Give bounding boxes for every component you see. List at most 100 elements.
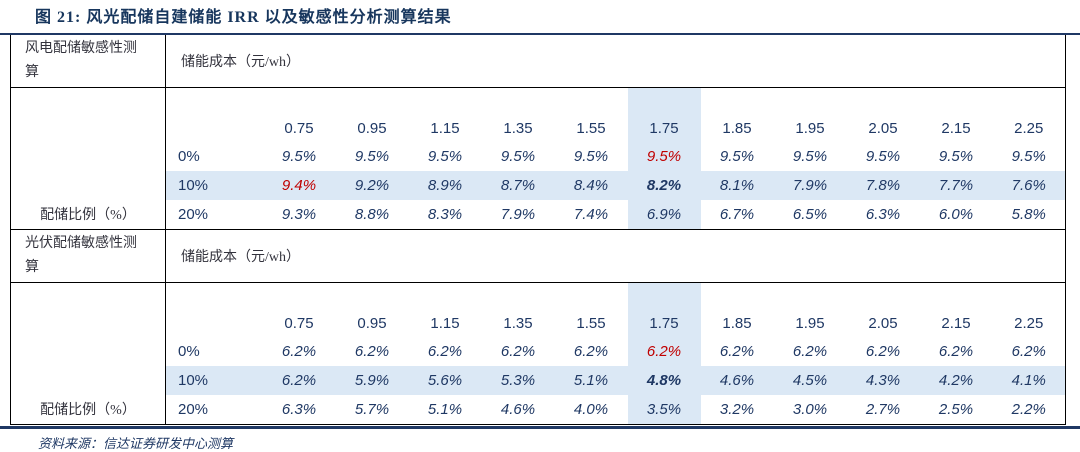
irr-value-cell: 8.7% — [481, 171, 555, 200]
cost-col-header: 0.75 — [284, 120, 314, 137]
irr-value-cell: 5.1% — [408, 395, 482, 425]
irr-value-cell: 6.2% — [354, 343, 390, 360]
irr-value-cell: 7.4% — [554, 200, 628, 230]
irr-value-cell: 2.7% — [846, 395, 920, 425]
irr-value-cell: 7.8% — [846, 171, 920, 200]
irr-value-cell: 8.4% — [554, 171, 628, 200]
irr-value-cell: 6.2% — [865, 343, 901, 360]
irr-value-cell: 5.3% — [481, 366, 555, 395]
irr-value-cell: 9.5% — [627, 142, 701, 171]
bottom-rule — [0, 426, 1080, 429]
ratio-row-label: 20% — [165, 200, 263, 230]
irr-value-cell: 7.7% — [919, 171, 993, 200]
cost-col-header: 1.15 — [430, 315, 460, 332]
cost-col-header: 1.85 — [722, 315, 752, 332]
section-label-text: 光伏配储敏感性测算 — [25, 236, 137, 275]
report-figure: 图 21: 风光配储自建储能 IRR 以及敏感性分析测算结果 风电配储敏感性测算… — [0, 5, 1080, 452]
irr-value-cell: 2.2% — [992, 395, 1066, 425]
irr-value-cell: 5.8% — [992, 200, 1066, 230]
irr-value-cell: 4.3% — [846, 366, 920, 395]
section-label-text: 风电配储敏感性测算 — [25, 41, 137, 80]
irr-value-cell: 8.9% — [408, 171, 482, 200]
irr-value-cell: 6.2% — [500, 343, 536, 360]
irr-value-cell: 8.8% — [335, 200, 409, 230]
irr-value-cell: 7.9% — [481, 200, 555, 230]
irr-value-cell: 9.2% — [335, 171, 409, 200]
irr-value-cell: 6.3% — [846, 200, 920, 230]
irr-value-cell: 9.3% — [262, 200, 336, 230]
irr-value-cell: 9.5% — [427, 148, 463, 165]
irr-value-cell: 4.1% — [992, 366, 1066, 395]
colhdr-spacer — [166, 283, 263, 338]
irr-value-cell: 6.9% — [627, 200, 701, 230]
irr-value-cell: 6.2% — [719, 343, 755, 360]
irr-value-cell: 6.2% — [262, 366, 336, 395]
irr-value-cell: 9.5% — [865, 148, 901, 165]
irr-value-cell: 8.2% — [627, 171, 701, 200]
ratio-row-label: 0% — [178, 148, 200, 165]
top-rule — [0, 33, 1080, 35]
section-label: 风电配储敏感性测算 — [10, 35, 166, 88]
cost-col-header: 1.75 — [627, 282, 701, 337]
cost-col-header: 1.55 — [576, 120, 606, 137]
ratio-row-label: 0% — [178, 343, 200, 360]
ratio-row-label: 10% — [165, 171, 263, 200]
cost-col-header: 0.95 — [357, 315, 387, 332]
irr-value-cell: 8.3% — [408, 200, 482, 230]
ratio-axis-label: 配储比例（%） — [10, 87, 166, 230]
irr-value-cell: 5.6% — [408, 366, 482, 395]
ratio-axis-label: 配储比例（%） — [10, 282, 166, 425]
irr-value-cell: 6.3% — [262, 395, 336, 425]
irr-value-cell: 3.0% — [773, 395, 847, 425]
cost-header: 储能成本（元/wh） — [165, 229, 1066, 283]
ratio-row-label: 10% — [165, 366, 263, 395]
cost-header: 储能成本（元/wh） — [165, 35, 1066, 88]
irr-value-cell: 3.2% — [700, 395, 774, 425]
irr-value-cell: 4.6% — [481, 395, 555, 425]
irr-value-cell: 5.1% — [554, 366, 628, 395]
irr-value-cell: 9.5% — [792, 148, 828, 165]
cost-col-header: 2.25 — [1014, 315, 1044, 332]
cost-col-header: 1.95 — [795, 120, 825, 137]
cost-col-header: 1.35 — [503, 120, 533, 137]
irr-value-cell: 9.5% — [500, 148, 536, 165]
cost-col-header: 0.95 — [357, 120, 387, 137]
irr-value-cell: 2.5% — [919, 395, 993, 425]
irr-value-cell: 6.2% — [627, 337, 701, 366]
cost-col-header: 1.75 — [627, 87, 701, 142]
irr-value-cell: 9.5% — [354, 148, 390, 165]
cost-col-header: 0.75 — [284, 315, 314, 332]
cost-col-header: 2.25 — [1014, 120, 1044, 137]
cost-col-header: 2.15 — [941, 315, 971, 332]
irr-value-cell: 6.5% — [773, 200, 847, 230]
cost-col-header: 1.55 — [576, 315, 606, 332]
irr-value-cell: 9.4% — [262, 171, 336, 200]
irr-value-cell: 6.7% — [700, 200, 774, 230]
irr-sensitivity-table: 风电配储敏感性测算 储能成本（元/wh） 配储比例（%） 0.75 0.95 1.15 1.… — [10, 35, 1066, 425]
irr-value-cell: 9.5% — [719, 148, 755, 165]
irr-value-cell: 9.5% — [281, 148, 317, 165]
irr-value-cell: 9.5% — [938, 148, 974, 165]
irr-value-cell: 3.5% — [627, 395, 701, 425]
irr-value-cell: 6.2% — [573, 343, 609, 360]
irr-value-cell: 6.2% — [1011, 343, 1046, 360]
irr-value-cell: 4.2% — [919, 366, 993, 395]
irr-value-cell: 6.2% — [427, 343, 463, 360]
figure-title: 图 21: 风光配储自建储能 IRR 以及敏感性分析测算结果 — [35, 9, 452, 26]
ratio-row-label: 20% — [165, 395, 263, 425]
irr-value-cell: 4.8% — [627, 366, 701, 395]
irr-value-cell: 7.9% — [773, 171, 847, 200]
irr-value-cell: 4.5% — [773, 366, 847, 395]
irr-value-cell: 4.6% — [700, 366, 774, 395]
section-label: 光伏配储敏感性测算 — [10, 229, 166, 283]
irr-value-cell: 4.0% — [554, 395, 628, 425]
cost-col-header: 1.35 — [503, 315, 533, 332]
irr-value-cell: 6.2% — [938, 343, 974, 360]
irr-value-cell: 9.5% — [1011, 148, 1046, 165]
cost-col-header: 1.15 — [430, 120, 460, 137]
cost-col-header: 2.05 — [868, 315, 898, 332]
irr-value-cell: 6.2% — [792, 343, 828, 360]
colhdr-spacer — [166, 88, 263, 143]
cost-col-header: 1.95 — [795, 315, 825, 332]
cost-col-header: 2.15 — [941, 120, 971, 137]
